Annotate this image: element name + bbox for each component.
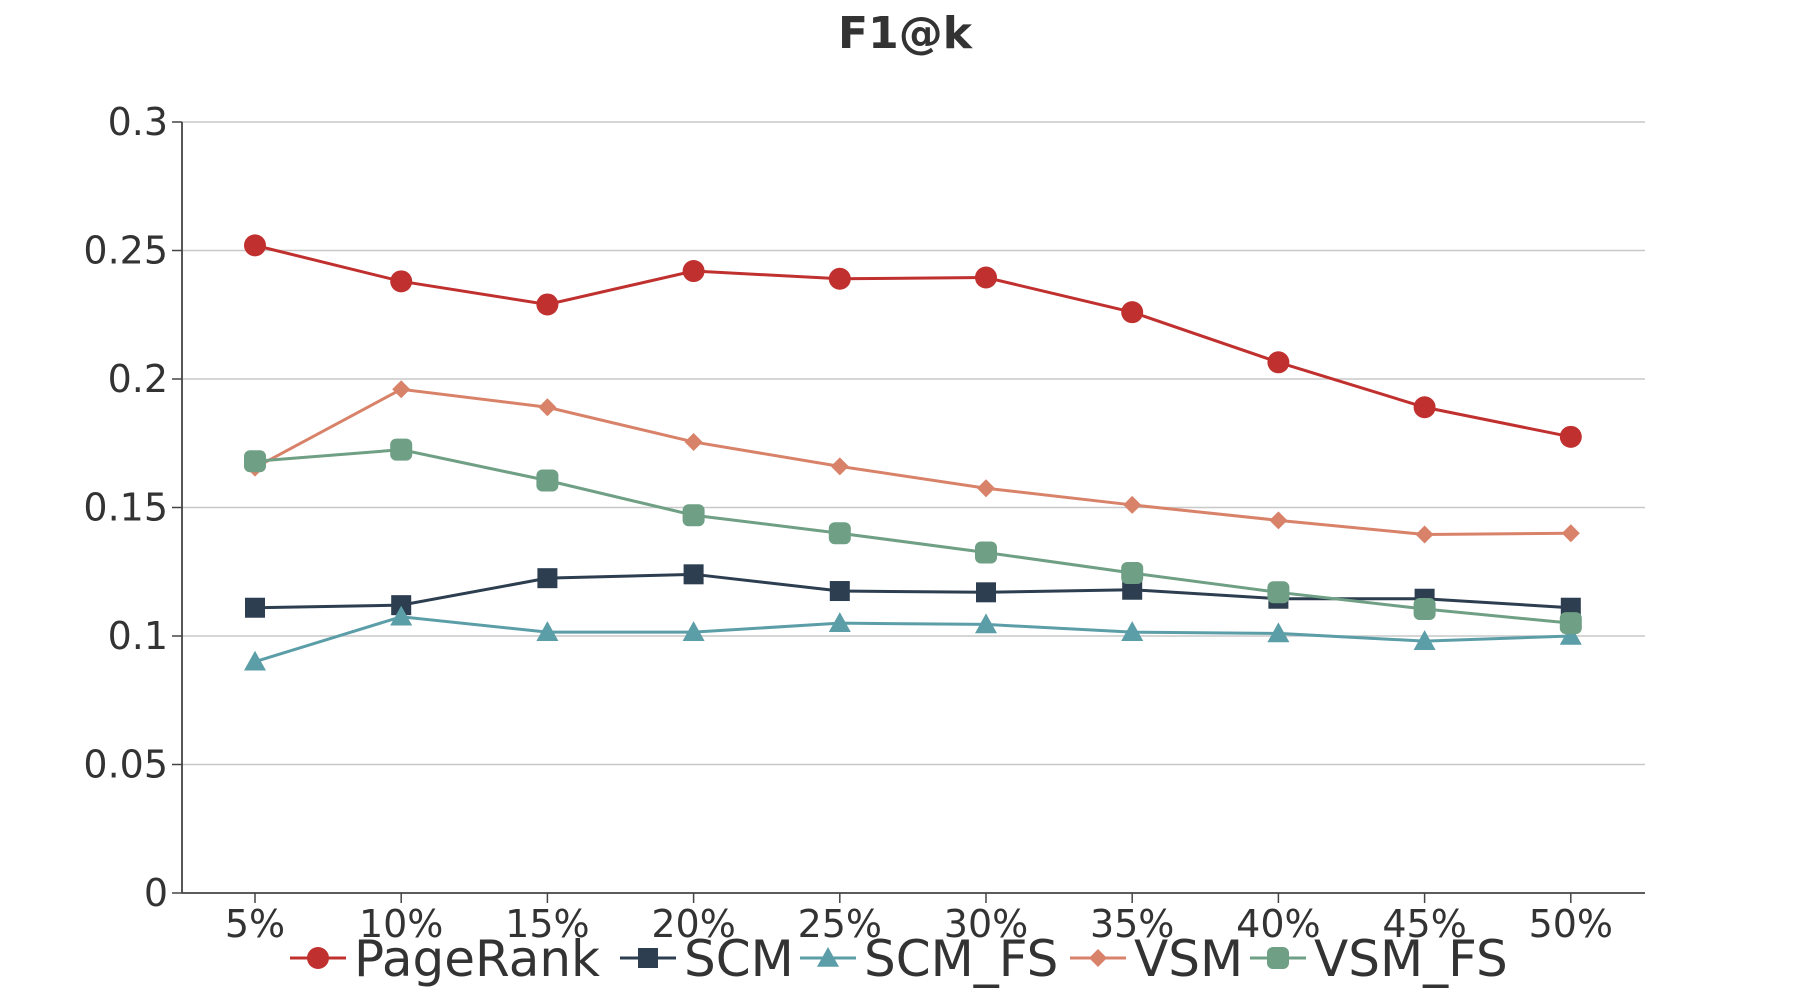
legend-item-vsm: VSM xyxy=(1070,930,1243,988)
y-tick-label: 0.15 xyxy=(83,486,168,530)
data-point xyxy=(390,605,413,626)
data-point xyxy=(975,266,997,289)
series-line xyxy=(254,572,1571,610)
data-point xyxy=(392,380,411,399)
data-point xyxy=(536,469,559,492)
data-point xyxy=(1121,562,1144,585)
legend-label: SCM_FS xyxy=(864,930,1058,988)
data-point xyxy=(1267,622,1290,643)
legend-item-vsm-fs: VSM_FS xyxy=(1250,930,1508,988)
data-point xyxy=(1121,301,1144,324)
data-point xyxy=(1559,612,1582,635)
y-tick-label: 0.2 xyxy=(108,357,168,401)
data-point xyxy=(307,947,329,969)
y-tick-label: 0 xyxy=(144,871,168,915)
series-scm-fs xyxy=(244,605,1582,671)
data-point xyxy=(1121,621,1144,641)
data-point xyxy=(1413,630,1436,650)
data-point xyxy=(1269,511,1288,530)
data-point xyxy=(1267,947,1289,969)
x-tick-label: 15% xyxy=(505,902,589,946)
series-vsm xyxy=(246,380,1580,544)
data-point xyxy=(638,948,658,968)
x-tick-label: 40% xyxy=(1236,902,1320,946)
data-point xyxy=(976,582,996,603)
x-tick-label: 25% xyxy=(798,902,882,946)
series-line xyxy=(254,448,1571,625)
series-line xyxy=(254,243,1572,439)
data-point xyxy=(244,234,266,257)
data-point xyxy=(536,621,559,641)
data-point xyxy=(828,267,851,290)
data-point xyxy=(390,438,413,461)
data-point xyxy=(390,270,413,293)
data-point xyxy=(682,260,705,283)
x-tick-label: 45% xyxy=(1382,902,1466,946)
data-point xyxy=(1559,425,1582,448)
legend: PageRank SCM SCM_FS VSM VSM_FS xyxy=(290,930,1508,988)
x-tick-label: 30% xyxy=(944,902,1028,946)
series-pagerank xyxy=(244,234,1582,448)
data-point xyxy=(682,621,705,641)
data-point xyxy=(391,595,412,616)
data-point xyxy=(817,947,839,967)
legend-item-pagerank: PageRank xyxy=(290,930,600,988)
data-point xyxy=(1122,579,1143,600)
data-point xyxy=(1123,495,1142,514)
data-point xyxy=(828,522,851,545)
series-lines xyxy=(244,234,1582,671)
data-point xyxy=(977,479,995,498)
y-tick-label: 0.25 xyxy=(83,229,168,273)
data-point xyxy=(1413,396,1436,419)
data-point xyxy=(1089,949,1107,967)
data-point xyxy=(829,581,850,602)
data-point xyxy=(1267,351,1290,374)
data-point xyxy=(245,597,265,618)
data-point xyxy=(1413,598,1436,621)
legend-label: SCM xyxy=(684,930,794,988)
data-point xyxy=(682,504,705,527)
legend-item-scm: SCM xyxy=(620,930,794,988)
data-point xyxy=(244,450,266,473)
data-point xyxy=(830,457,849,476)
x-tick-label: 5% xyxy=(225,902,285,946)
data-point xyxy=(537,568,558,589)
series-line xyxy=(254,387,1571,536)
legend-label: PageRank xyxy=(354,930,600,988)
data-point xyxy=(1267,581,1290,604)
y-tick-label: 0.1 xyxy=(108,614,168,658)
series-vsm-fs xyxy=(244,438,1582,635)
data-point xyxy=(538,398,557,417)
x-tick-label: 20% xyxy=(651,902,735,946)
x-tick-label: 10% xyxy=(359,902,443,946)
legend-label: VSM xyxy=(1134,930,1243,988)
series-scm xyxy=(245,564,1581,618)
grid-lines xyxy=(182,121,1645,766)
data-point xyxy=(683,564,704,585)
data-point xyxy=(684,432,703,451)
data-point xyxy=(975,613,997,634)
data-point xyxy=(828,612,851,632)
x-tick-label: 50% xyxy=(1529,902,1613,946)
data-point xyxy=(1415,525,1434,544)
legend-item-scm-fs: SCM_FS xyxy=(800,930,1058,988)
data-point xyxy=(975,541,997,564)
data-point xyxy=(1559,625,1582,645)
y-tick-label: 0.05 xyxy=(83,743,168,787)
data-point xyxy=(1561,524,1580,543)
data-point xyxy=(536,293,559,316)
y-tick-label: 0.3 xyxy=(108,100,168,144)
x-tick-label: 35% xyxy=(1090,902,1174,946)
axes: 0 0.05 0.1 0.15 0.2 0.25 0.3 5% 10% 15% 20% 25% 30% 3… xyxy=(83,100,1645,946)
chart-title: F1@k xyxy=(838,8,974,59)
series-line xyxy=(254,615,1571,664)
legend-label: VSM_FS xyxy=(1314,930,1508,988)
data-point xyxy=(244,650,266,671)
